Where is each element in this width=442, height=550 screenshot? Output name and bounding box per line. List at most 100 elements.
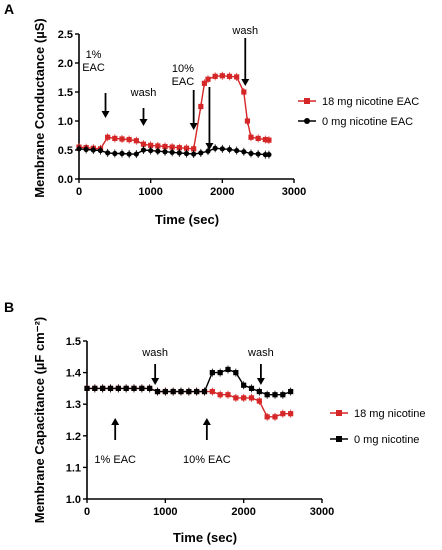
data-point xyxy=(148,147,154,154)
data-point xyxy=(225,392,231,398)
panel-b-label: B xyxy=(4,299,14,315)
data-point xyxy=(84,385,90,391)
annotation-label: 10% xyxy=(172,63,194,75)
annotation-arrowhead xyxy=(256,378,265,385)
data-point xyxy=(244,118,251,124)
data-point xyxy=(201,388,208,395)
panel-b-annotations: wash wash 1% EAC 10% EAC xyxy=(94,347,273,466)
data-point xyxy=(205,148,211,154)
panel-a-axes: 0.0 0.5 1.0 1.5 2.0 2.5 0 1000 2000 3000 xyxy=(58,29,307,198)
data-point xyxy=(133,151,139,157)
legend-marker xyxy=(336,410,342,416)
x-tick-label: 0 xyxy=(84,506,90,518)
data-point xyxy=(178,388,184,395)
annotation-arrowhead xyxy=(202,418,211,425)
data-point xyxy=(262,136,268,143)
legend-label: 0 mg nicotine EAC xyxy=(322,116,413,128)
x-tick-label: 2000 xyxy=(210,186,234,198)
y-tick-label: 2.0 xyxy=(58,58,73,70)
panel-a-series xyxy=(76,71,272,159)
annotation-label: wash xyxy=(231,25,258,37)
annotation-arrowhead xyxy=(139,119,148,126)
data-point xyxy=(212,73,218,79)
data-point xyxy=(140,147,147,153)
annotation-label: EAC xyxy=(82,62,105,74)
data-point xyxy=(162,143,168,150)
data-point xyxy=(272,414,278,420)
legend-marker xyxy=(336,436,342,442)
panel-b-series xyxy=(84,365,294,421)
data-point xyxy=(248,395,255,401)
data-point xyxy=(226,73,233,79)
data-point xyxy=(115,385,121,391)
data-point xyxy=(217,392,223,398)
data-point xyxy=(217,370,223,376)
data-point xyxy=(209,370,215,376)
panel-a-y-axis-title: Membrane Conductance (µS) xyxy=(32,18,47,197)
data-point xyxy=(264,392,270,398)
data-point xyxy=(255,151,261,157)
data-point xyxy=(105,150,111,156)
data-point xyxy=(264,414,270,420)
data-point xyxy=(126,136,132,143)
data-point xyxy=(162,388,168,395)
annotation-arrowhead xyxy=(241,79,250,86)
data-point xyxy=(198,150,204,156)
data-point xyxy=(169,144,175,150)
y-tick-label: 1.1 xyxy=(66,462,81,474)
data-point xyxy=(233,370,239,376)
annotation-label: EAC xyxy=(172,76,195,88)
data-point xyxy=(241,149,247,155)
data-point xyxy=(126,151,132,157)
data-point xyxy=(90,147,96,153)
y-tick-label: 0.5 xyxy=(58,145,73,157)
x-tick-label: 1000 xyxy=(153,506,177,518)
y-tick-label: 1.2 xyxy=(66,431,81,443)
data-point xyxy=(201,80,208,86)
data-point xyxy=(139,385,145,391)
panel-a: A Membrane Conductance (µS) Time (sec) 0… xyxy=(4,1,419,227)
data-point xyxy=(112,150,118,157)
y-tick-label: 1.0 xyxy=(66,494,81,506)
data-point xyxy=(288,411,294,417)
y-tick-label: 1.5 xyxy=(58,87,73,99)
legend-label: 0 mg nicotine xyxy=(354,434,419,446)
legend-label: 18 mg nicotine EAC xyxy=(322,96,419,108)
legend-marker xyxy=(304,98,310,104)
data-point xyxy=(183,145,190,151)
data-point xyxy=(154,388,161,395)
data-point xyxy=(205,76,211,82)
data-point xyxy=(92,385,98,391)
data-point xyxy=(112,135,118,141)
data-point xyxy=(176,145,182,151)
data-point xyxy=(191,146,197,152)
y-tick-label: 1.3 xyxy=(66,399,81,411)
panel-b-x-axis-title: Time (sec) xyxy=(173,530,237,545)
data-point xyxy=(212,145,218,151)
data-point xyxy=(266,137,272,143)
data-point xyxy=(147,385,153,391)
data-point xyxy=(140,141,147,147)
data-point xyxy=(119,150,125,157)
panel-b-axes: 1.0 1.1 1.2 1.3 1.4 1.5 0 1000 2000 3000 xyxy=(66,336,335,518)
annotation-arrowhead xyxy=(205,143,214,150)
data-point xyxy=(155,143,161,149)
series-line xyxy=(78,147,269,156)
panel-b-legend: 18 mg nicotine 0 mg nicotine xyxy=(330,408,426,446)
annotation-label: wash xyxy=(247,347,274,359)
x-tick-label: 1000 xyxy=(138,186,162,198)
data-point xyxy=(272,392,278,398)
y-tick-label: 1.4 xyxy=(66,368,82,380)
data-point xyxy=(233,395,239,401)
panel-a-label: A xyxy=(4,1,14,17)
data-point xyxy=(209,388,215,395)
data-point xyxy=(119,136,125,142)
legend-label: 18 mg nicotine xyxy=(354,408,426,420)
data-point xyxy=(248,134,254,140)
data-point xyxy=(155,148,161,154)
y-tick-label: 2.5 xyxy=(58,29,73,41)
data-point xyxy=(131,385,137,391)
y-tick-label: 1.0 xyxy=(58,116,73,128)
